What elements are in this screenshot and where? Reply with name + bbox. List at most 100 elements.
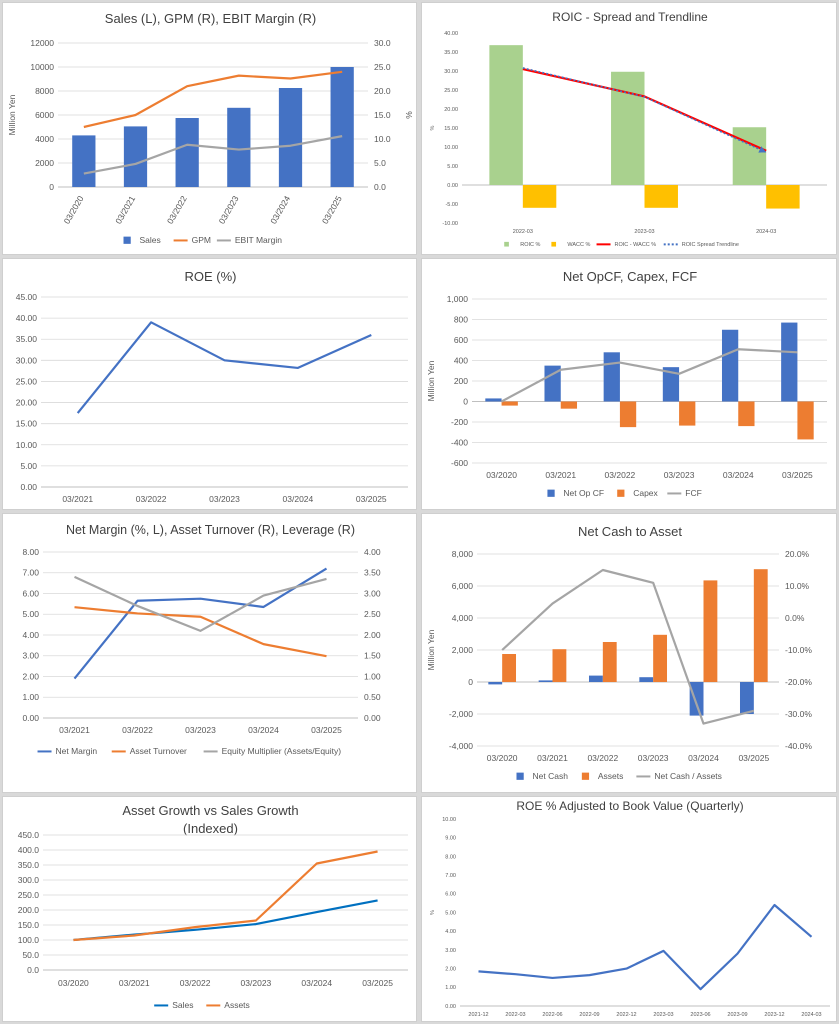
- y-tick-label: -400: [451, 437, 468, 447]
- bar: [689, 682, 704, 716]
- y-tick-label: 30.00: [16, 355, 38, 365]
- legend-label: GPM: [192, 235, 211, 245]
- chart-title: ROIC - Spread and Trendline: [552, 10, 708, 24]
- y-tick-label: 6000: [35, 110, 54, 120]
- bar: [753, 569, 768, 682]
- y2-tick-label: -20.0%: [785, 677, 812, 687]
- y-tick-label: 3.00: [445, 948, 456, 954]
- y2-tick-label: 0.00: [364, 713, 381, 723]
- bar: [611, 71, 645, 185]
- y-tick-label: 6.00: [22, 588, 39, 598]
- series-line: [478, 903, 813, 991]
- x-tick-label: 2022-09: [579, 1012, 599, 1018]
- y-axis-label: Million Yen: [7, 94, 17, 135]
- y-axis-label: Million Yen: [426, 360, 436, 401]
- x-tick-label: 03/2025: [311, 725, 342, 735]
- legend-label: Assets: [224, 1000, 250, 1010]
- y-tick-label: 200: [454, 376, 468, 386]
- trendline-arrow-marker: [758, 146, 767, 153]
- y-tick-label: 0: [49, 182, 54, 192]
- x-tick-label: 03/2024: [283, 494, 314, 504]
- y-tick-label: 25.00: [444, 88, 458, 94]
- y-tick-label: 5.00: [445, 910, 456, 916]
- bar: [544, 365, 561, 402]
- legend-label: EBIT Margin: [235, 235, 282, 245]
- y-tick-label: 4.00: [22, 630, 39, 640]
- y2-tick-label: 0.50: [364, 692, 381, 702]
- y-tick-label: 300.0: [18, 875, 40, 885]
- y-tick-label: 10.00: [16, 440, 38, 450]
- x-tick-label: 03/2023: [638, 753, 669, 763]
- bar: [721, 329, 739, 402]
- bar: [330, 67, 354, 187]
- legend-swatch: [516, 772, 524, 780]
- y-tick-label: 5.00: [20, 461, 37, 471]
- y-tick-label: 350.0: [18, 860, 40, 870]
- bar: [560, 401, 578, 409]
- legend-swatch: [617, 489, 625, 497]
- y2-tick-label: 2.50: [364, 609, 381, 619]
- bar: [522, 185, 557, 208]
- legend-swatch: [551, 241, 557, 247]
- y-tick-label: 2.00: [445, 967, 456, 973]
- bar: [732, 127, 767, 185]
- y-tick-label: 0: [468, 677, 473, 687]
- y-tick-label: -5.00: [445, 202, 458, 208]
- legend-label: Net Cash: [532, 771, 568, 781]
- bar: [123, 126, 148, 187]
- y-tick-label: 8.00: [22, 547, 39, 557]
- legend-label: Sales: [140, 235, 161, 245]
- chart-net-cash-to-asset: Net Cash to Asset -4,000 -2,000 0 2,000 4,000…: [426, 524, 812, 781]
- y2-tick-label: 20.0%: [785, 549, 810, 559]
- legend-swatch: [581, 772, 590, 780]
- y2-tick-label: 0.0: [374, 182, 386, 192]
- y-tick-label: 150.0: [18, 920, 40, 930]
- bar: [552, 649, 567, 682]
- y-tick-label: 450.0: [18, 830, 40, 840]
- y-tick-label: 45.00: [16, 292, 38, 302]
- legend-label: WACC %: [567, 242, 590, 248]
- chart-dupont: Net Margin (%, L), Asset Turnover (R), L…: [22, 523, 381, 756]
- bar: [485, 398, 502, 402]
- x-tick-label: 03/2022: [180, 978, 211, 988]
- bar: [739, 682, 754, 714]
- y-tick-label: 35.00: [16, 334, 38, 344]
- y-tick-label: 3.00: [22, 651, 39, 661]
- y2-tick-label: 1.00: [364, 671, 381, 681]
- y-axis-label: %: [430, 125, 436, 130]
- y2-tick-label: 30.0: [374, 38, 391, 48]
- legend-label: Equity Multiplier (Assets/Equity): [222, 746, 342, 756]
- series-line: [76, 321, 372, 414]
- y-tick-label: 8000: [35, 86, 54, 96]
- bar: [644, 185, 678, 208]
- series-line: [501, 348, 798, 403]
- chart-panel-roe: ROE (%) 0.00 5.00 10.00 15.00 20.00 25.00 30.00…: [2, 258, 417, 510]
- bar: [797, 401, 814, 440]
- bar: [538, 680, 553, 682]
- y2-tick-label: 3.50: [364, 568, 381, 578]
- bar: [738, 401, 755, 427]
- y-tick-label: 8,000: [452, 549, 474, 559]
- y-tick-label: 2.00: [22, 671, 39, 681]
- y-tick-label: 35.00: [444, 50, 458, 56]
- chart-title: Net OpCF, Capex, FCF: [563, 269, 697, 284]
- series-line: [501, 568, 755, 725]
- x-tick-label: 03/2024: [688, 753, 719, 763]
- y-tick-label: 4.00: [445, 929, 456, 935]
- x-tick-label: 03/2021: [545, 470, 576, 480]
- x-tick-label: 03/2023: [241, 978, 272, 988]
- x-tick-label: 2023-09: [727, 1012, 747, 1018]
- chart-panel-asset-vs-sales-growth: Asset Growth vs Sales Growth (Indexed) 0.0…: [2, 796, 417, 1022]
- y2-axis-label: %: [404, 111, 414, 119]
- y-tick-label: 0.00: [445, 1004, 456, 1010]
- chart-panel-roe-quarterly: ROE % Adjusted to Book Value (Quarterly)…: [421, 796, 837, 1022]
- legend-label: ROIC - WACC %: [615, 242, 657, 248]
- chart-roe: ROE (%) 0.00 5.00 10.00 15.00 20.00 25.00 30.00…: [16, 269, 408, 504]
- y2-tick-label: 25.0: [374, 62, 391, 72]
- legend-label: Sales: [172, 1000, 193, 1010]
- y-tick-label: 40.00: [444, 31, 458, 37]
- legend-label: Net Margin: [56, 746, 98, 756]
- x-tick-label: 03/2023: [664, 470, 695, 480]
- bar: [619, 401, 637, 428]
- y-tick-label: 4000: [35, 134, 54, 144]
